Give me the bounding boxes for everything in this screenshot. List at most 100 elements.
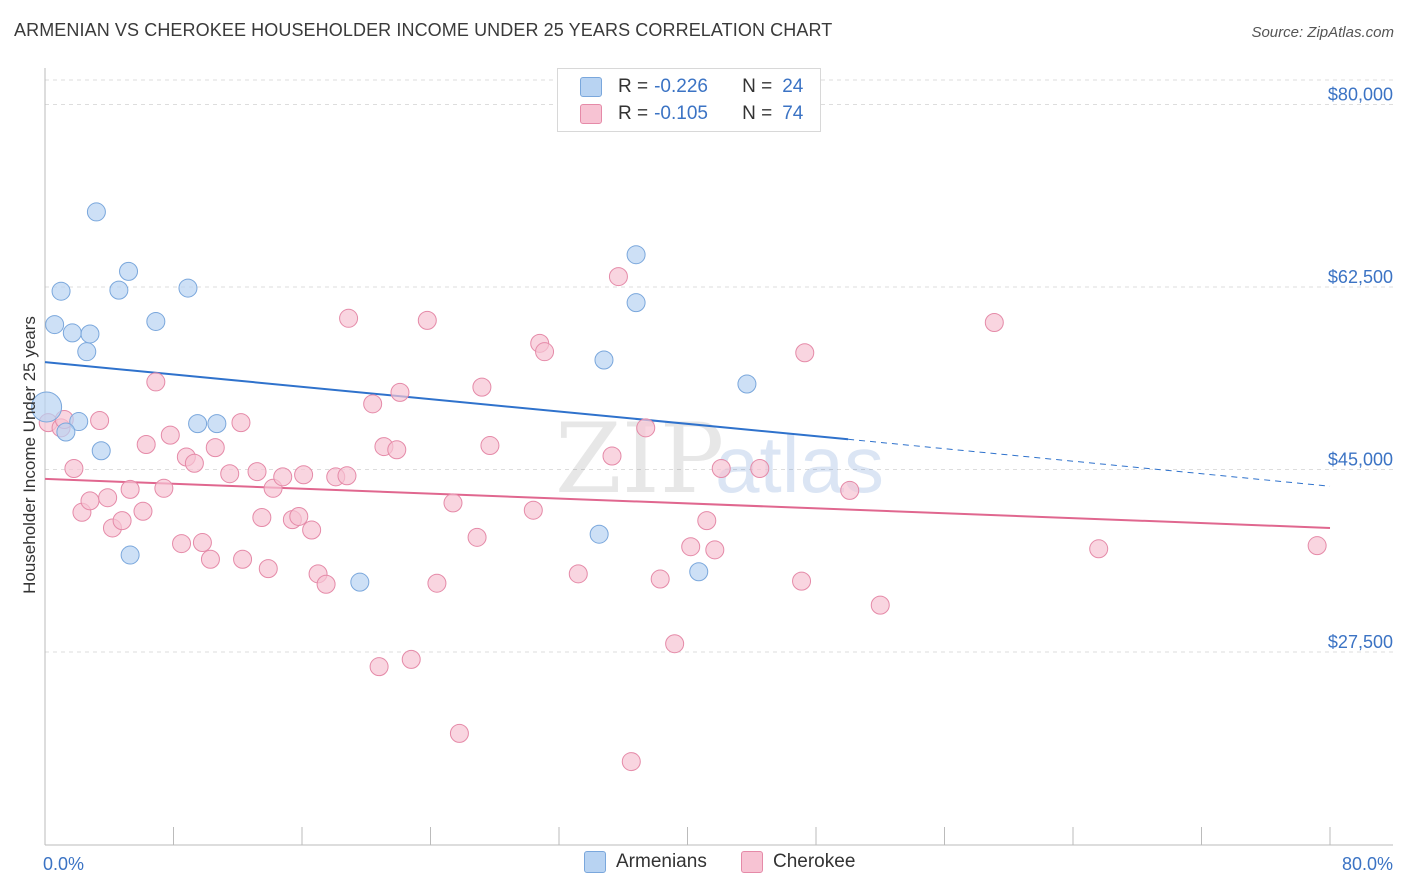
point-cherokee — [233, 549, 253, 569]
point-cherokee — [427, 573, 447, 593]
point-cherokee — [146, 372, 166, 392]
point-cherokee — [705, 540, 725, 560]
legend-r-label: R = — [618, 103, 649, 124]
point-cherokee — [302, 520, 322, 540]
point-armenians — [589, 524, 609, 544]
trend-line-armenians — [44, 361, 849, 441]
point-cherokee — [870, 595, 890, 615]
point-cherokee — [252, 508, 272, 528]
point-armenians — [737, 374, 757, 394]
x-min-label: 0.0% — [43, 854, 84, 874]
point-armenians — [188, 414, 208, 434]
source-label: Source: ZipAtlas.com — [1251, 24, 1394, 41]
point-armenians — [91, 441, 111, 461]
chart-title: ARMENIAN VS CHEROKEE HOUSEHOLDER INCOME … — [14, 20, 833, 40]
point-cherokee — [160, 425, 180, 445]
axes — [44, 68, 1393, 846]
point-armenians — [689, 562, 709, 582]
point-cherokee — [636, 418, 656, 438]
point-armenians — [77, 342, 97, 362]
trend-line-armenians-extrapolated — [848, 438, 1331, 487]
point-cherokee — [247, 462, 267, 482]
point-cherokee — [120, 479, 140, 499]
bottom-legend-armenians: Armenians — [584, 851, 707, 873]
point-cherokee — [369, 657, 389, 677]
point-armenians — [69, 412, 89, 432]
point-cherokee — [390, 382, 410, 402]
point-cherokee — [136, 435, 156, 455]
point-cherokee — [184, 453, 204, 473]
point-cherokee — [172, 534, 192, 554]
bottom-legend-label-cherokee: Cherokee — [773, 851, 856, 872]
trend-line-cherokee — [44, 477, 1331, 529]
point-cherokee — [697, 511, 717, 531]
point-cherokee — [984, 312, 1004, 332]
y-tick-label: $62,500 — [1328, 267, 1393, 287]
point-cherokee — [154, 478, 174, 498]
point-cherokee — [750, 458, 770, 478]
point-armenians — [109, 280, 129, 300]
point-cherokee — [80, 491, 100, 511]
point-cherokee — [467, 527, 487, 547]
legend-row-armenians: R = -0.226 N = 24 — [580, 74, 803, 100]
point-armenians — [350, 572, 370, 592]
point-armenians — [119, 261, 139, 281]
point-cherokee — [133, 501, 153, 521]
point-cherokee — [480, 436, 500, 456]
point-armenians — [62, 323, 82, 343]
point-cherokee — [205, 438, 225, 458]
point-cherokee — [472, 377, 492, 397]
bottom-legend-label-armenians: Armenians — [616, 851, 707, 872]
point-cherokee — [273, 467, 293, 487]
legend-r-value: -0.105 — [654, 103, 708, 124]
point-armenians — [31, 391, 63, 423]
point-cherokee — [339, 308, 359, 328]
point-cherokee — [337, 466, 357, 486]
point-cherokee — [602, 446, 622, 466]
point-cherokee — [258, 559, 278, 579]
point-armenians — [207, 414, 227, 434]
point-armenians — [178, 278, 198, 298]
trend-lines — [44, 361, 1331, 529]
point-cherokee — [443, 493, 463, 513]
point-cherokee — [112, 511, 132, 531]
point-cherokee — [535, 342, 555, 362]
point-cherokee — [840, 480, 860, 500]
x-max-label: 80.0% — [1342, 854, 1393, 874]
point-cherokee — [64, 458, 84, 478]
point-armenians — [120, 545, 140, 565]
point-cherokee — [568, 564, 588, 584]
point-cherokee — [401, 649, 421, 669]
point-cherokee — [231, 413, 251, 433]
point-cherokee — [681, 537, 701, 557]
y-tick-label: $27,500 — [1328, 632, 1393, 652]
point-cherokee — [98, 488, 118, 508]
y-tick-label: $45,000 — [1328, 450, 1393, 470]
point-armenians — [86, 202, 106, 222]
watermark-atlas: atlas — [715, 420, 884, 509]
legend-n-label: N = — [742, 103, 773, 124]
legend-swatch-cherokee — [580, 104, 602, 124]
point-armenians — [626, 245, 646, 265]
legend-n-label: N = — [742, 76, 773, 97]
point-cherokee — [316, 574, 336, 594]
bottom-legend-swatch-armenians — [584, 851, 606, 873]
point-armenians — [56, 422, 76, 442]
legend-n-value: 74 — [782, 103, 804, 124]
point-armenians — [80, 324, 100, 344]
point-cherokee — [294, 465, 314, 485]
y-axis-label: Householder Income Under 25 years — [20, 316, 39, 594]
point-cherokee — [90, 411, 110, 431]
point-armenians — [594, 350, 614, 370]
point-cherokee — [665, 634, 685, 654]
point-cherokee — [363, 394, 383, 414]
point-cherokee — [417, 310, 437, 330]
legend: R = -0.226 N = 24 R = -0.105 N = 74 — [557, 68, 821, 132]
data-points — [31, 202, 1327, 772]
point-cherokee — [608, 267, 628, 287]
legend-r-label: R = — [618, 76, 649, 97]
legend-row-cherokee: R = -0.105 N = 74 — [580, 101, 803, 127]
point-cherokee — [650, 569, 670, 589]
point-cherokee — [1089, 539, 1109, 559]
